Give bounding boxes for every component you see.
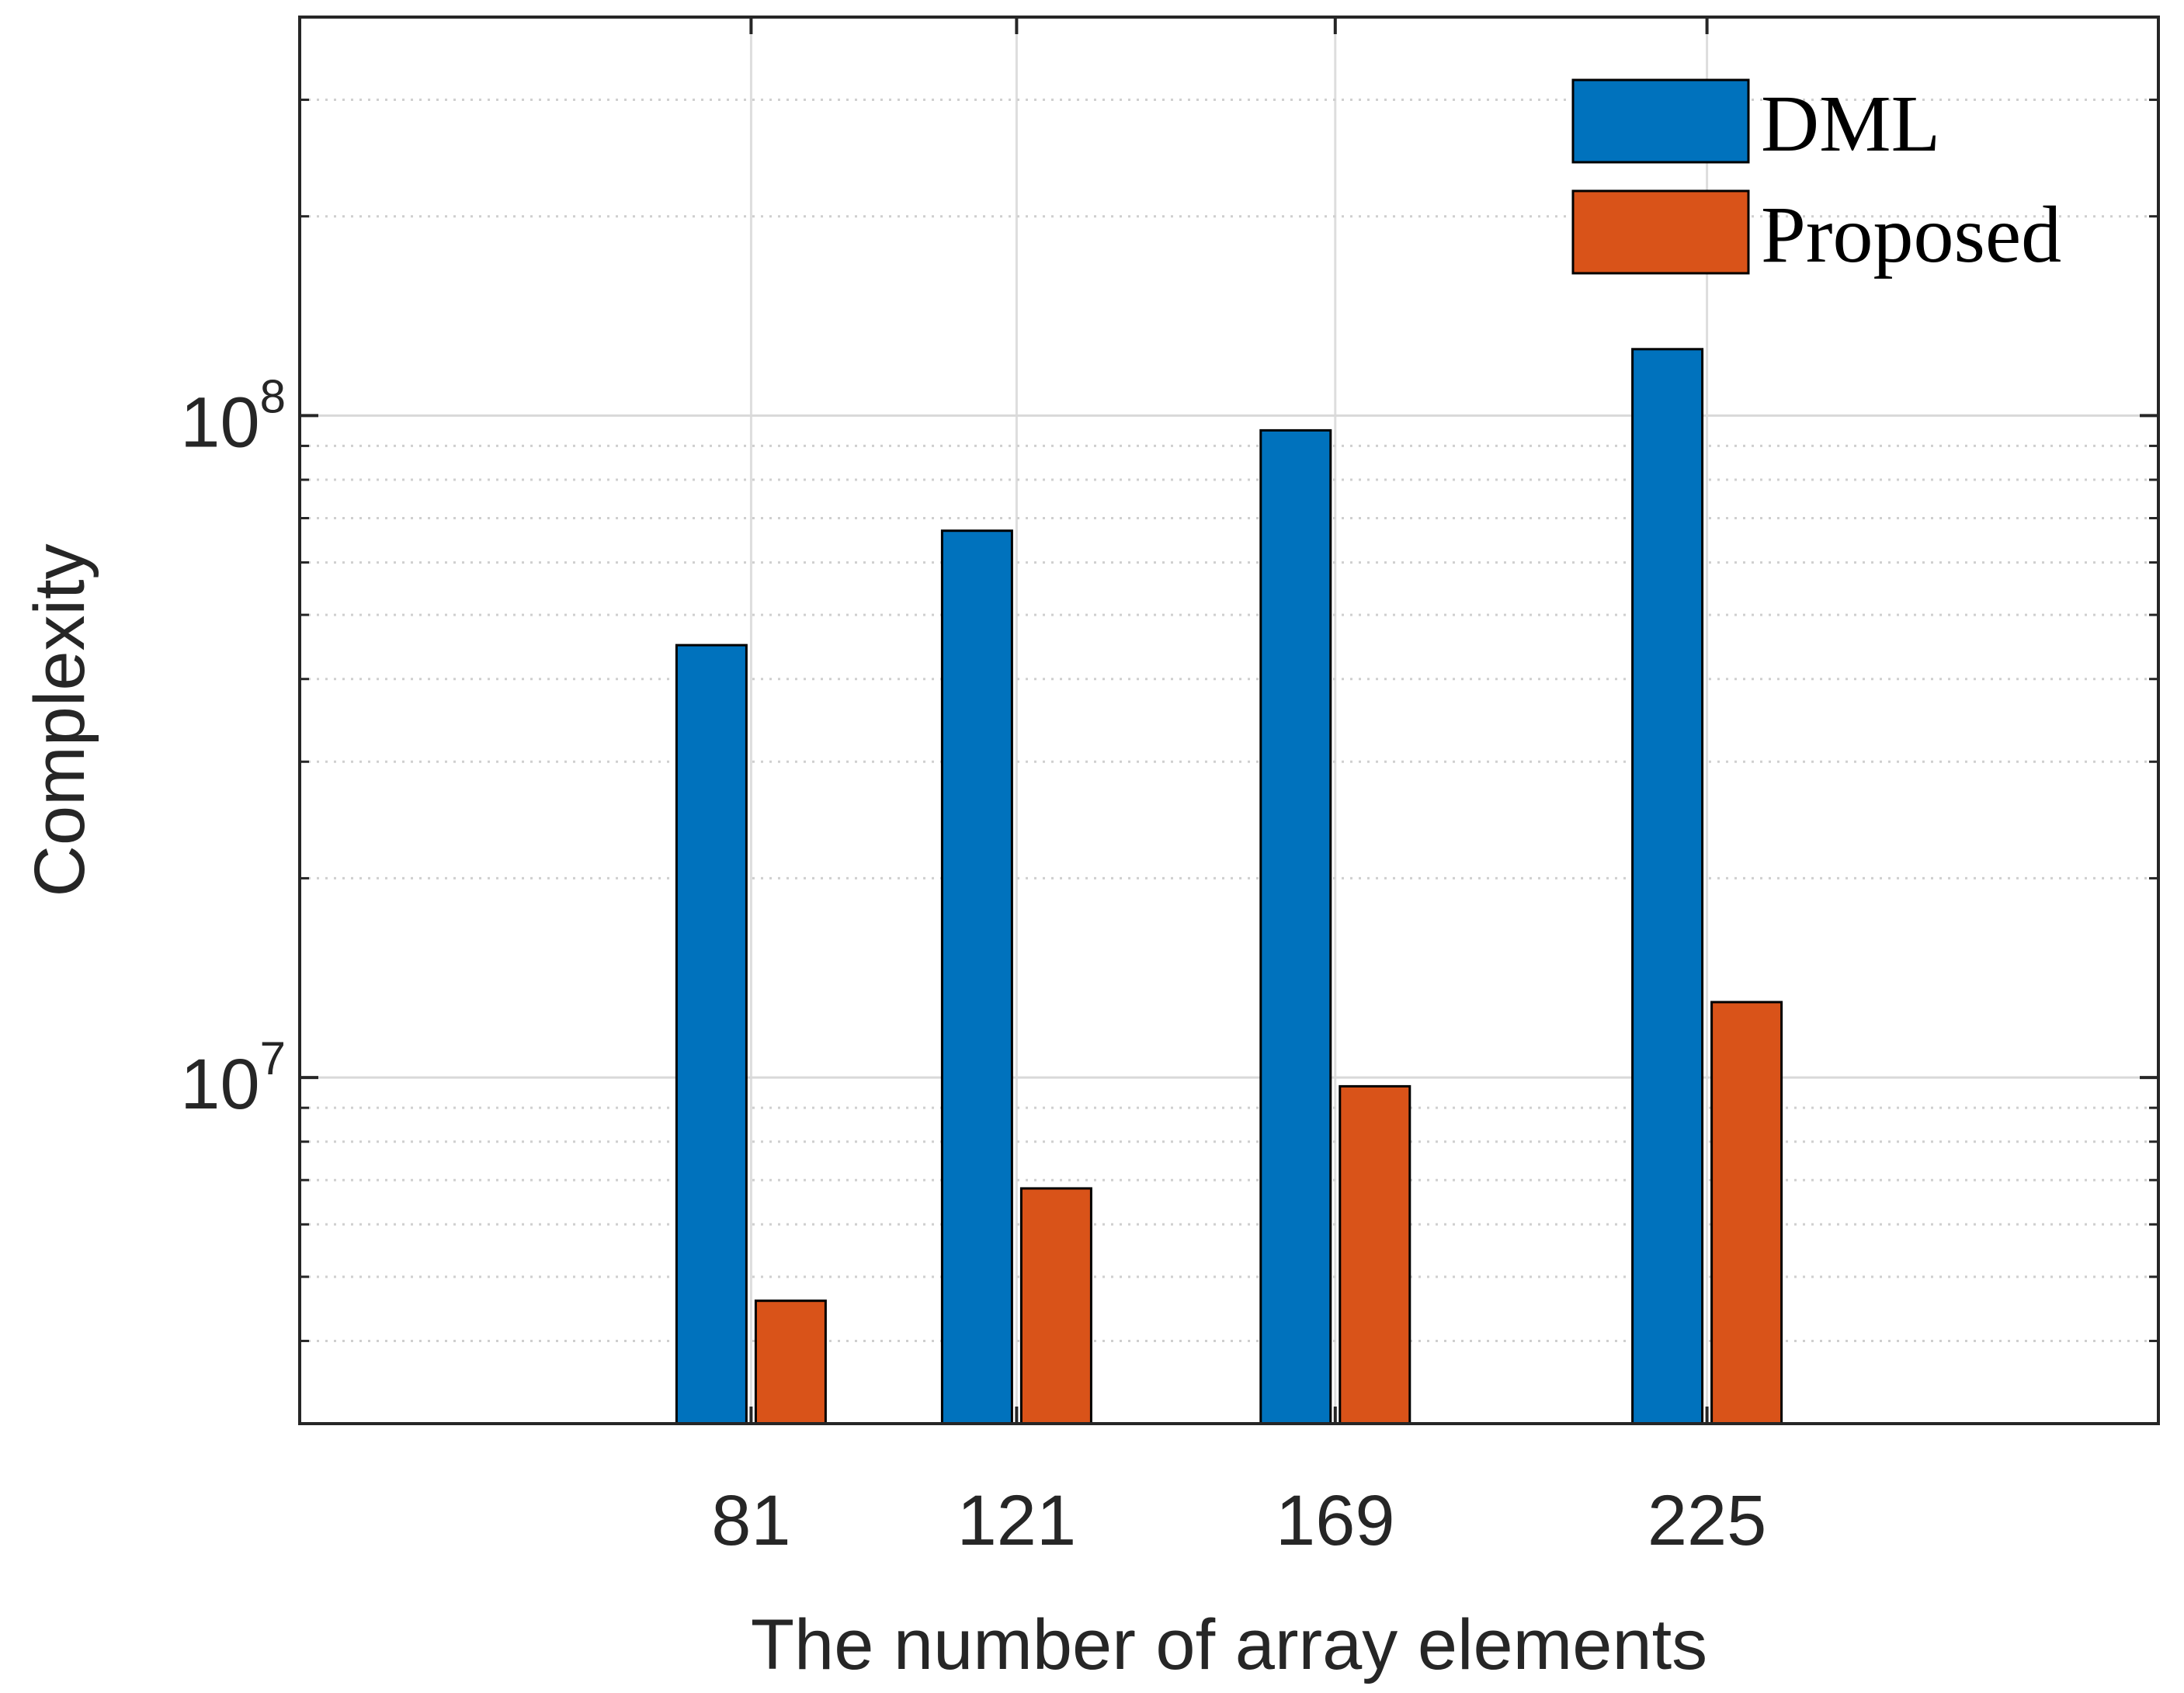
y-tick-label: 108: [180, 370, 286, 462]
bar-dml-225: [1631, 348, 1704, 1425]
y-tick-exponent: 7: [260, 1032, 286, 1084]
bar-proposed-81: [754, 1299, 827, 1425]
bar-dml-81: [675, 644, 748, 1425]
legend-label-dml: DML: [1761, 79, 1940, 168]
bar-proposed-225: [1710, 1001, 1783, 1425]
x-tick-label: 225: [1648, 1481, 1767, 1560]
x-tick-labels: 81 121 169 225: [711, 1481, 1766, 1560]
x-tick-label: 81: [711, 1481, 790, 1560]
legend-swatch-dml: [1571, 78, 1750, 164]
tick-marks: [300, 16, 2158, 1425]
bar-dml-169: [1259, 428, 1332, 1425]
bars: [675, 348, 1783, 1425]
legend: DML Proposed: [1571, 78, 2061, 279]
y-tick-labels: 107 108: [180, 370, 286, 1124]
legend-label-proposed: Proposed: [1761, 190, 2061, 279]
x-axis-title: The number of array elements: [751, 1605, 1707, 1684]
y-tick-exponent: 8: [260, 370, 286, 422]
y-tick-label: 107: [180, 1032, 286, 1124]
bar-proposed-121: [1019, 1187, 1092, 1425]
x-tick-label: 169: [1276, 1481, 1395, 1560]
legend-swatch-proposed: [1571, 189, 1750, 275]
y-tick-base: 10: [180, 383, 259, 462]
bar-dml-121: [940, 529, 1013, 1425]
plot-area: [300, 17, 2158, 1424]
axes-box: [298, 16, 2160, 1425]
x-tick-label: 121: [957, 1481, 1077, 1560]
y-tick-base: 10: [180, 1045, 259, 1124]
bar-proposed-169: [1339, 1084, 1411, 1425]
y-axis-title: Complexity: [20, 543, 99, 897]
